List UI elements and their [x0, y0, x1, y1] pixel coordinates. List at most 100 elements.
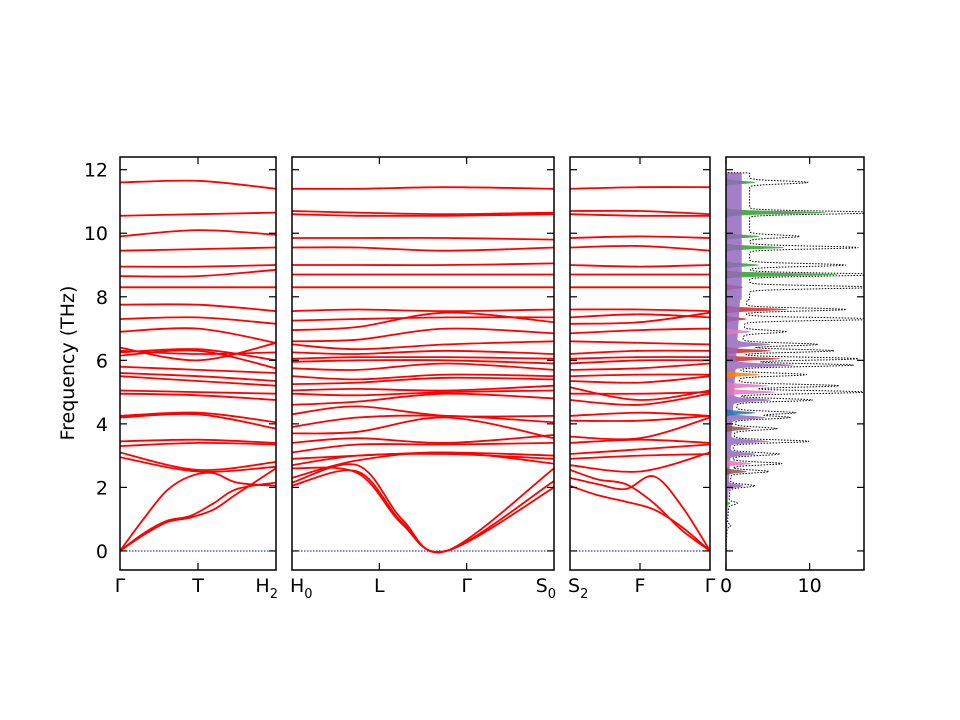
phonon-band: [292, 308, 554, 313]
phonon-band: [120, 179, 276, 190]
phonon-band: [570, 244, 710, 252]
phonon-band: [570, 209, 710, 216]
x-tick-label: S0: [536, 575, 556, 602]
phonon-band: [120, 264, 276, 268]
phonon-band: [292, 362, 554, 371]
phonon-band: [120, 456, 276, 473]
phonon-band: [120, 303, 276, 312]
y-tick-label: 12: [84, 160, 108, 182]
x-tick-label: F: [635, 575, 646, 597]
x-tick-label: S2: [568, 575, 588, 602]
phonon-band: [570, 311, 710, 325]
dos-frame: [725, 156, 865, 571]
phonon-band: [570, 359, 710, 365]
partial-dos-fill: [726, 157, 795, 570]
phonon-band: [120, 327, 276, 344]
phonon-band: [570, 235, 710, 239]
phonon-band: [570, 469, 710, 552]
x-tick-label: Γ: [115, 575, 126, 597]
phonon-band: [292, 405, 554, 418]
dos-x-tick-label: 0: [720, 575, 732, 597]
phonon-band: [120, 246, 276, 252]
phonon-band: [120, 441, 276, 447]
phonon-band: [292, 442, 554, 454]
phonon-band: [570, 356, 710, 360]
x-tick-label: H2: [255, 575, 278, 602]
band-lines: [120, 179, 276, 552]
y-tick-labels: 0 2 4 6 8 10 12: [84, 160, 108, 563]
phonon-band: [570, 416, 710, 441]
phonon-band: [292, 327, 554, 343]
phonon-band: [120, 471, 276, 552]
band-lines: [292, 186, 554, 554]
phonon-band: [570, 443, 710, 455]
phonon-band: [570, 327, 710, 335]
phonon-band: [570, 475, 710, 552]
phonon-band: [292, 210, 554, 216]
phonon-band: [570, 373, 710, 378]
phonon-band: [570, 392, 710, 406]
phonon-band: [120, 211, 276, 217]
phonon-band: [292, 213, 554, 217]
x-tick-label: T: [191, 575, 204, 597]
phonon-band: [292, 236, 554, 241]
phonon-band: [570, 375, 710, 384]
y-tick-label: 4: [96, 414, 108, 436]
phonon-band: [120, 411, 276, 424]
phonon-band: [120, 481, 276, 552]
dos-curves: [726, 157, 864, 570]
phonon-band: [570, 438, 710, 444]
band-panel-3: S2 F Γ: [568, 156, 716, 602]
phonon-band: [120, 375, 276, 387]
band-panel-1: Γ T H2: [115, 156, 278, 602]
dos-panel: 0 10: [720, 156, 865, 597]
phonon-band: [292, 392, 554, 406]
phonon-band: [292, 349, 554, 355]
phonon-band: [120, 451, 276, 471]
phonon-band: [570, 362, 710, 371]
phonon-band: [570, 411, 710, 417]
x-tick-label: H0: [290, 575, 313, 602]
phonon-band: [120, 342, 276, 362]
panel-frame: [291, 156, 555, 571]
dos-x-tick-label: 10: [798, 575, 822, 597]
phonon-band: [292, 469, 554, 554]
phonon-band: [570, 484, 710, 552]
phonon-band: [292, 466, 554, 553]
phonon-band: [292, 373, 554, 381]
phonon-band: [292, 389, 554, 397]
phonon-band: [292, 416, 554, 440]
phonon-band: [570, 186, 710, 190]
phonon-band: [292, 246, 554, 252]
phonon-band: [292, 316, 554, 322]
phonon-band: [120, 392, 276, 401]
y-tick-label: 6: [96, 350, 108, 372]
phonon-band: [292, 376, 554, 385]
phonon-band: [292, 434, 554, 444]
phonon-band: [292, 414, 554, 428]
phonon-band: [120, 389, 276, 395]
phonon-band: [292, 384, 554, 392]
phonon-band: [120, 229, 276, 238]
phonon-band: [120, 268, 276, 278]
phonon-band: [120, 467, 276, 552]
phonon-band: [570, 386, 710, 401]
phonon-band: [570, 349, 710, 355]
phonon-band: [120, 349, 276, 370]
phonon-band: [292, 262, 554, 267]
phonon-band: [570, 453, 710, 460]
y-tick-label: 10: [84, 223, 108, 245]
y-axis-label: Frequency (THz): [57, 286, 79, 441]
phonon-band: [292, 356, 554, 360]
phonon-band: [120, 438, 276, 444]
x-tick-label: Γ: [705, 575, 716, 597]
phonon-band: [570, 313, 710, 319]
total-dos-line: [726, 157, 864, 570]
phonon-band: [120, 316, 276, 325]
phonon-band: [120, 413, 276, 430]
phonon-band: [120, 372, 276, 382]
phonon-band: [570, 213, 710, 217]
band-lines: [570, 186, 710, 552]
